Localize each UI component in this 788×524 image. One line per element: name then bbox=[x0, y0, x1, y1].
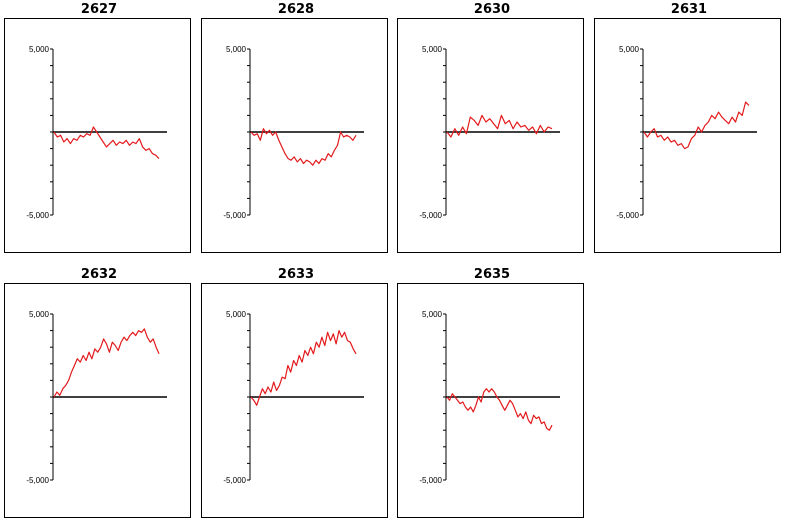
chart-title-2631: 2631 bbox=[670, 2, 708, 17]
series-line bbox=[250, 128, 357, 166]
y-tick-label: -5,000 bbox=[26, 211, 49, 220]
y-tick-label: -5,000 bbox=[223, 211, 246, 220]
series-line bbox=[250, 329, 357, 406]
chart-panel-2635: 5,000 -5,000 bbox=[397, 283, 584, 518]
y-tick-label: -5,000 bbox=[616, 211, 639, 220]
chart-svg-2630: 5,000 -5,000 bbox=[419, 45, 560, 220]
chart-title-2628: 2628 bbox=[277, 2, 315, 17]
chart-svg-2627: 5,000 -5,000 bbox=[26, 45, 167, 220]
y-tick-label: 5,000 bbox=[226, 310, 247, 319]
chart-panel-2627: 5,000 -5,000 bbox=[4, 18, 191, 253]
chart-title-2627: 2627 bbox=[80, 2, 118, 17]
chart-panel-2631: 5,000 -5,000 bbox=[594, 18, 781, 253]
y-tick-label: 5,000 bbox=[619, 45, 640, 54]
chart-svg-2628: 5,000 -5,000 bbox=[223, 45, 364, 220]
y-tick-label: -5,000 bbox=[419, 211, 442, 220]
series-line bbox=[53, 328, 160, 398]
series-line bbox=[53, 126, 160, 160]
chart-title-2632: 2632 bbox=[80, 267, 118, 282]
chart-title-2635: 2635 bbox=[473, 267, 511, 282]
chart-svg-2631: 5,000 -5,000 bbox=[616, 45, 757, 220]
y-tick-label: 5,000 bbox=[29, 45, 50, 54]
chart-svg-2632: 5,000 -5,000 bbox=[26, 310, 167, 485]
chart-panel-2630: 5,000 -5,000 bbox=[397, 18, 584, 253]
chart-svg-2635: 5,000 -5,000 bbox=[419, 310, 560, 485]
chart-title-2633: 2633 bbox=[277, 267, 315, 282]
series-line bbox=[446, 114, 553, 138]
y-tick-label: -5,000 bbox=[419, 476, 442, 485]
chart-panel-2632: 5,000 -5,000 bbox=[4, 283, 191, 518]
series-line bbox=[446, 388, 553, 431]
y-tick-label: -5,000 bbox=[26, 476, 49, 485]
y-tick-label: -5,000 bbox=[223, 476, 246, 485]
y-tick-label: 5,000 bbox=[422, 45, 443, 54]
chart-panel-2633: 5,000 -5,000 bbox=[201, 283, 388, 518]
chart-panel-2628: 5,000 -5,000 bbox=[201, 18, 388, 253]
y-tick-label: 5,000 bbox=[422, 310, 443, 319]
chart-svg-2633: 5,000 -5,000 bbox=[223, 310, 364, 485]
series-line bbox=[643, 101, 750, 150]
y-tick-label: 5,000 bbox=[226, 45, 247, 54]
y-tick-label: 5,000 bbox=[29, 310, 50, 319]
chart-title-2630: 2630 bbox=[473, 2, 511, 17]
